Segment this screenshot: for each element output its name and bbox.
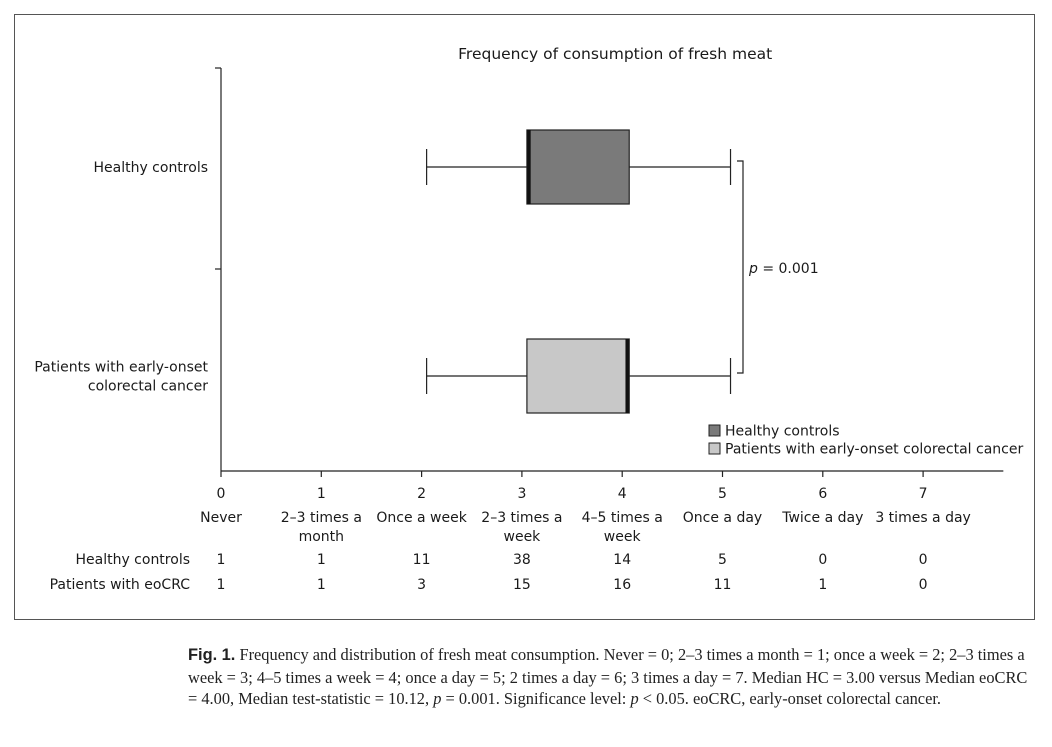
table-cell-1-1: 1 bbox=[317, 577, 326, 593]
significance-bracket bbox=[737, 160, 744, 374]
table-cell-0-3: 38 bbox=[513, 552, 531, 568]
x-category-label-3-line2: week bbox=[504, 529, 542, 545]
box-plot: Frequency of consumption of fresh meat 0 N… bbox=[34, 45, 1023, 593]
table-cell-0-1: 1 bbox=[317, 552, 326, 568]
significance-p: p bbox=[748, 261, 758, 277]
significance-label: p = 0.001 bbox=[748, 261, 819, 277]
x-category-label-0: Never bbox=[200, 510, 242, 526]
caption-text-c: < 0.05. eoCRC, early-onset colorectal ca… bbox=[638, 689, 942, 708]
x-category-label-1: 2–3 times a bbox=[281, 510, 362, 526]
chart-title: Frequency of consumption of fresh meat bbox=[458, 45, 772, 63]
x-tick-label-1: 1 bbox=[317, 486, 326, 502]
box-eocrc bbox=[526, 338, 630, 414]
caption-text-b: = 0.001. Significance level: bbox=[441, 689, 631, 708]
caption-label: Fig. 1. bbox=[188, 646, 236, 664]
table-cell-1-2: 3 bbox=[417, 577, 426, 593]
x-category-label-5: Once a day bbox=[683, 510, 762, 526]
table-cell-1-4: 16 bbox=[613, 577, 631, 593]
caption-text-a: Frequency and distribution of fresh meat… bbox=[188, 645, 1028, 708]
table-row-label-1: Patients with eoCRC bbox=[50, 577, 191, 593]
chart-frame: Frequency of consumption of fresh meat 0 N… bbox=[14, 14, 1035, 620]
significance-value: = 0.001 bbox=[758, 261, 819, 277]
table-cell-1-3: 15 bbox=[513, 577, 531, 593]
table-cell-0-0: 1 bbox=[217, 552, 226, 568]
table-row-label-0: Healthy controls bbox=[75, 552, 190, 568]
x-tick-label-5: 5 bbox=[718, 486, 727, 502]
figure-caption: Fig. 1. Frequency and distribution of fr… bbox=[188, 644, 1038, 710]
table-cell-0-6: 0 bbox=[818, 552, 827, 568]
x-tick-label-4: 4 bbox=[618, 486, 627, 502]
y-category-label-eocrc-line2: colorectal cancer bbox=[88, 379, 208, 395]
x-category-label-7: 3 times a day bbox=[875, 510, 971, 526]
legend-label-eocrc: Patients with early-onset colorectal can… bbox=[725, 442, 1023, 458]
table-cell-1-0: 1 bbox=[217, 577, 226, 593]
x-tick-label-3: 3 bbox=[517, 486, 526, 502]
caption-p-1: p bbox=[433, 689, 442, 708]
x-tick-label-6: 6 bbox=[818, 486, 827, 502]
legend-label-healthy-controls: Healthy controls bbox=[725, 424, 840, 440]
x-category-label-6: Twice a day bbox=[781, 510, 863, 526]
x-category-label-4: 4–5 times a bbox=[582, 510, 663, 526]
x-category-label-1-line2: month bbox=[299, 529, 344, 545]
table-cell-1-7: 0 bbox=[919, 577, 928, 593]
x-category-label-2: Once a week bbox=[376, 510, 467, 526]
box-healthy-controls bbox=[526, 129, 630, 205]
table-cell-0-5: 5 bbox=[718, 552, 727, 568]
legend-swatch-eocrc bbox=[708, 442, 721, 455]
x-category-label-3: 2–3 times a bbox=[481, 510, 562, 526]
x-tick-label-2: 2 bbox=[417, 486, 426, 502]
x-category-label-4-line2: week bbox=[604, 529, 642, 545]
table-cell-1-5: 11 bbox=[714, 577, 732, 593]
table-cell-0-2: 11 bbox=[413, 552, 431, 568]
table-cell-1-6: 1 bbox=[818, 577, 827, 593]
x-tick-label-7: 7 bbox=[919, 486, 928, 502]
x-tick-label-0: 0 bbox=[217, 486, 226, 502]
caption-p-2: p bbox=[630, 689, 639, 708]
table-cell-0-7: 0 bbox=[919, 552, 928, 568]
table-cell-0-4: 14 bbox=[613, 552, 631, 568]
y-category-label-eocrc: Patients with early-onset bbox=[34, 360, 208, 376]
legend-swatch-healthy-controls bbox=[708, 424, 721, 437]
y-category-label-healthy-controls: Healthy controls bbox=[93, 160, 208, 176]
